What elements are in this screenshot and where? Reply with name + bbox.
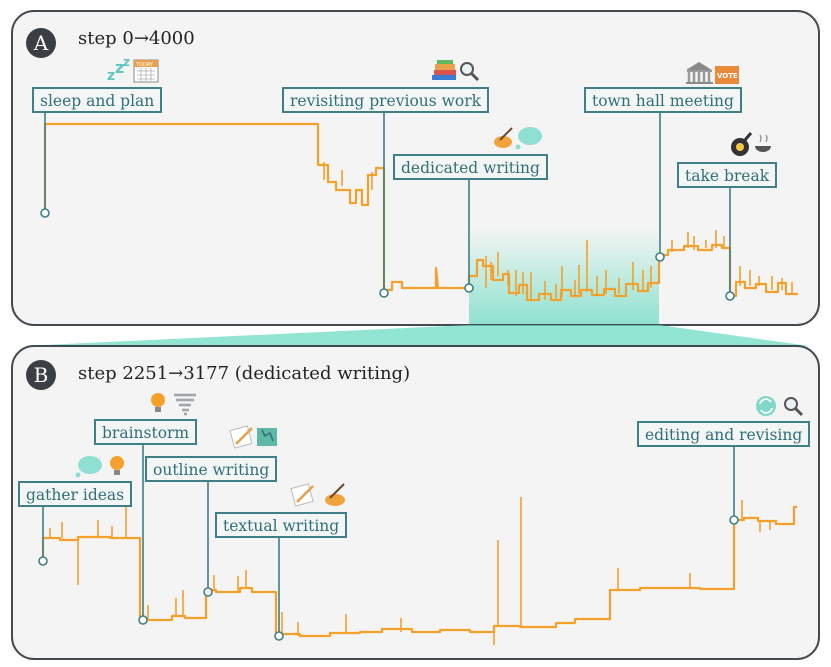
books-icon xyxy=(432,60,456,80)
writing-hand-icon-b xyxy=(325,483,345,506)
panel-b-badge: B xyxy=(26,360,56,390)
vote-box-icon-text: VOTE xyxy=(717,72,738,80)
label-textual-writing: textual writing xyxy=(215,512,348,538)
thought-bubble-icon xyxy=(515,127,542,150)
pencil-paper-icon-outline xyxy=(229,425,253,449)
panel-b-spikes xyxy=(49,497,771,645)
steaming-bowl-icon xyxy=(755,134,771,152)
writing-hand-icon xyxy=(494,127,513,148)
panel-a-trace xyxy=(43,122,798,302)
label-dedicated-writing: dedicated writing xyxy=(393,154,548,180)
panel-a-highlight xyxy=(469,228,659,324)
panel-a-title: step 0→4000 xyxy=(78,28,195,49)
government-building-icon xyxy=(686,62,713,84)
magnifier-icon-b xyxy=(784,397,804,417)
frying-pan-icon xyxy=(731,132,753,156)
panel-b-title: step 2251→3177 (dedicated writing) xyxy=(78,363,411,384)
label-revisiting-previous-work: revisiting previous work xyxy=(282,87,490,113)
panel-b-frame xyxy=(11,345,820,660)
label-town-hall-meeting: town hall meeting xyxy=(584,87,742,113)
svg-text:z: z xyxy=(107,68,115,84)
panel-a-leaders xyxy=(44,112,731,296)
pencil-paper-icon-textual xyxy=(290,483,314,507)
panel-a-spikes xyxy=(323,162,793,300)
vote-box-icon: VOTE xyxy=(715,66,739,84)
refresh-icon xyxy=(756,396,776,416)
svg-text:z: z xyxy=(123,55,130,69)
label-brainstorm: brainstorm xyxy=(94,419,198,445)
lightbulb-icon-gather xyxy=(110,456,124,475)
panel-b-leaders xyxy=(42,444,735,636)
sleep-icon: z z z xyxy=(107,55,130,84)
thought-bubble-icon-b xyxy=(75,456,102,478)
calendar-icon: TODAY xyxy=(133,59,159,83)
label-editing-and-revising: editing and revising xyxy=(637,421,811,447)
label-sleep-and-plan: sleep and plan xyxy=(32,87,163,113)
label-outline-writing: outline writing xyxy=(145,456,278,482)
label-gather-ideas: gather ideas xyxy=(18,481,133,507)
map-icon xyxy=(257,428,277,446)
panel-a-anchors xyxy=(40,208,735,301)
magnifier-icon xyxy=(460,62,480,82)
calendar-icon-text: TODAY xyxy=(135,62,154,68)
panel-b-anchors xyxy=(38,515,739,641)
lightbulb-icon-brainstorm xyxy=(151,393,165,412)
zoom-connector xyxy=(22,325,810,346)
panel-a-badge: A xyxy=(26,28,56,58)
label-take-break: take break xyxy=(677,162,778,188)
tornado-icon xyxy=(174,393,196,416)
svg-text:z: z xyxy=(115,58,124,77)
